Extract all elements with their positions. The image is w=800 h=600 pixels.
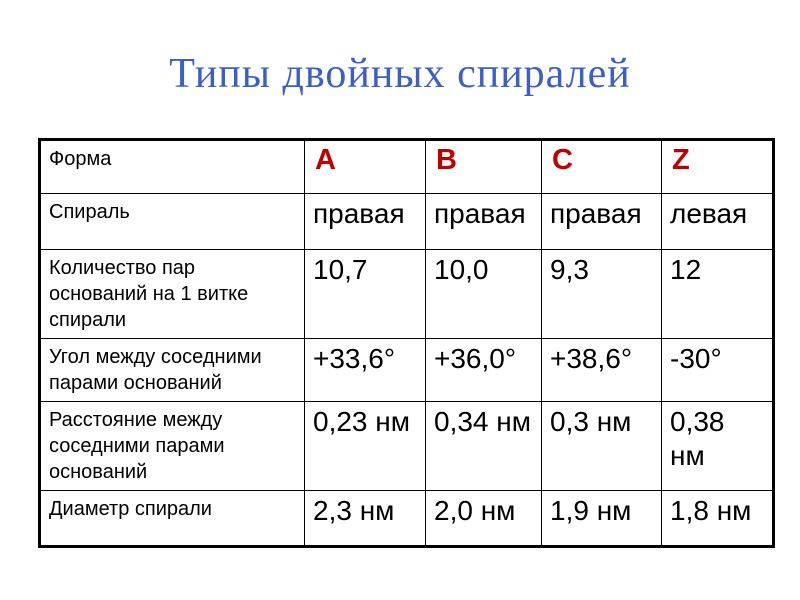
value-cell-spiral-c: правая <box>541 193 662 250</box>
table-row-distance: Расстояние между соседними парами основа… <box>39 401 774 491</box>
table-row-diameter: Диаметр спирали 2,3 нм 2,0 нм 1,9 нм 1,8… <box>39 490 774 547</box>
value-cell-diameter-z: 1,8 нм <box>661 490 774 547</box>
value-cell-angle-z: -30° <box>661 338 774 402</box>
row-label-base-pairs: Количество пар оснований на 1 витке спир… <box>39 249 305 339</box>
table-row-form: Форма A B C Z <box>39 139 774 194</box>
value-cell-pairs-a: 10,7 <box>304 249 426 339</box>
value-cell-pairs-z: 12 <box>661 249 774 339</box>
value-cell-diameter-c: 1,9 нм <box>541 490 662 547</box>
value-cell-angle-c: +38,6° <box>541 338 662 402</box>
helix-types-table: Форма A B C Z Спираль правая правая прав… <box>38 138 775 548</box>
value-cell-diameter-a: 2,3 нм <box>304 490 426 547</box>
value-cell-distance-c: 0,3 нм <box>541 401 662 491</box>
value-cell-pairs-b: 10,0 <box>425 249 542 339</box>
column-header-b: B <box>425 139 542 194</box>
column-header-c: C <box>541 139 662 194</box>
row-label-diameter: Диаметр спирали <box>39 490 305 547</box>
value-cell-spiral-a: правая <box>304 193 426 250</box>
value-cell-distance-a: 0,23 нм <box>304 401 426 491</box>
row-label-angle: Угол между соседними парами оснований <box>39 338 305 402</box>
page-title: Типы двойных спиралей <box>169 51 631 97</box>
row-label-spiral: Спираль <box>39 193 305 250</box>
value-cell-spiral-z: левая <box>661 193 774 250</box>
table-row-angle: Угол между соседними парами оснований +3… <box>39 338 774 402</box>
table-row-base-pairs: Количество пар оснований на 1 витке спир… <box>39 249 774 339</box>
value-cell-distance-b: 0,34 нм <box>425 401 542 491</box>
table-row-spiral: Спираль правая правая правая левая <box>39 193 774 250</box>
value-cell-diameter-b: 2,0 нм <box>425 490 542 547</box>
value-cell-spiral-b: правая <box>425 193 542 250</box>
value-cell-angle-a: +33,6° <box>304 338 426 402</box>
column-header-z: Z <box>661 139 774 194</box>
value-cell-pairs-c: 9,3 <box>541 249 662 339</box>
row-label-form: Форма <box>39 139 305 194</box>
column-header-a: A <box>304 139 426 194</box>
value-cell-angle-b: +36,0° <box>425 338 542 402</box>
row-label-distance: Расстояние между соседними парами основа… <box>39 401 305 491</box>
value-cell-distance-z: 0,38 нм <box>661 401 774 491</box>
